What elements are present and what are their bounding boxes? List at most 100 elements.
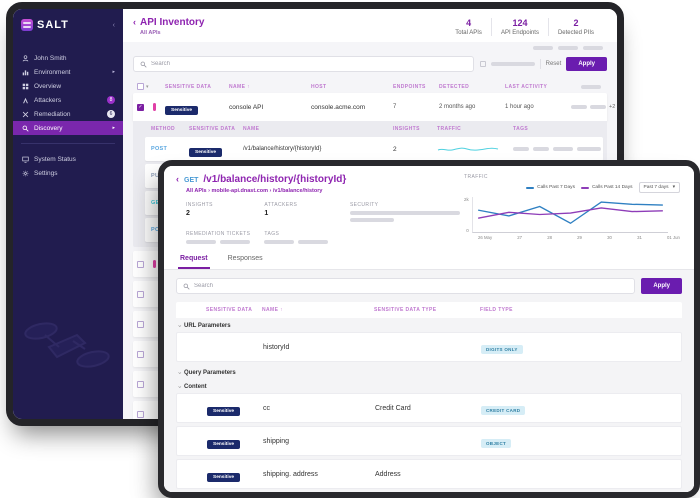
- sensitive-data-type: Credit Card: [375, 404, 411, 412]
- fields-table: SENSITIVE DATA NAME ↑ SENSITIVE DATA TYP…: [176, 302, 682, 492]
- meta-value: 1: [264, 210, 269, 217]
- sidebar-item-remediation[interactable]: Remediation 6: [13, 107, 123, 121]
- sidebar-item-label: John Smith: [34, 54, 67, 62]
- sidebar-item-user[interactable]: John Smith: [13, 51, 123, 65]
- section-url-parameters[interactable]: › URL Parameters: [176, 318, 682, 332]
- http-method: GET: [184, 177, 199, 184]
- field-row[interactable]: Sensitive cc Credit Card CREDIT CARD: [176, 393, 682, 423]
- x-tick: 30: [607, 235, 612, 240]
- sensitive-badge: Sensitive: [207, 407, 241, 416]
- filter-checkbox[interactable]: [479, 61, 486, 67]
- col-tags: TAGS: [513, 126, 529, 132]
- breadcrumb[interactable]: All APIs › mobile-api.dnast.com › /v1/ba…: [186, 188, 323, 194]
- remediation-count-badge: 6: [107, 110, 115, 118]
- chevron-down-icon[interactable]: ▾: [146, 83, 149, 90]
- stat-value: 2: [573, 17, 579, 28]
- search-box: [176, 278, 636, 294]
- col-endpoints: ENDPOINTS: [393, 83, 426, 90]
- chart-plot: 2k 0: [464, 197, 680, 233]
- field-row[interactable]: Sensitive shipping. address Address: [176, 459, 682, 489]
- meta-attackers: ATTACKERS 1: [264, 202, 350, 222]
- legend-past-7-days: Calls Past 7 Days: [526, 185, 575, 190]
- endpoint-path[interactable]: /v1/balance/history/{historyId}: [243, 146, 322, 152]
- traffic-chart: TRAFFIC Calls Past 7 Days Calls Past 14 …: [464, 174, 682, 244]
- col-sensitive-data: SENSITIVE DATA: [165, 83, 212, 90]
- section-content[interactable]: › Content: [176, 379, 682, 393]
- tab-request[interactable]: Request: [178, 250, 210, 269]
- sidebar-item-discovery[interactable]: Discovery ▸: [13, 121, 123, 135]
- col-name[interactable]: NAME ↑: [229, 83, 251, 90]
- search-input[interactable]: [151, 61, 467, 67]
- row-checkbox[interactable]: [137, 380, 144, 388]
- api-name[interactable]: console API: [229, 103, 264, 111]
- row-checkbox[interactable]: ✓: [137, 103, 144, 111]
- field-row[interactable]: historyId DIGITS ONLY: [176, 332, 682, 362]
- search-input[interactable]: [194, 283, 629, 289]
- back-icon[interactable]: ‹: [133, 17, 136, 27]
- sidebar-item-label: Attackers: [34, 96, 62, 104]
- sidebar-item-attackers[interactable]: Attackers 8: [13, 93, 123, 107]
- field-type-badge: DIGITS ONLY: [481, 345, 523, 354]
- chevron-down-icon: ▾: [672, 185, 675, 190]
- chevron-right-icon: ▸: [112, 125, 115, 131]
- row-checkbox[interactable]: [137, 290, 144, 298]
- grid-icon: [21, 83, 29, 90]
- detail-toolbar: Apply: [176, 278, 682, 294]
- col-detected: DETECTED: [439, 83, 470, 90]
- apply-button[interactable]: Apply: [641, 278, 682, 294]
- y-tick: 0: [466, 228, 469, 233]
- stat-detected-piis: 2 Detected PIIs: [547, 17, 603, 36]
- sidebar-item-system-status[interactable]: System Status: [13, 152, 123, 166]
- select-all-checkbox[interactable]: [137, 83, 144, 90]
- sidebar-item-overview[interactable]: Overview: [13, 79, 123, 93]
- endpoint-row[interactable]: POST Sensitive /v1/balance/history/{hist…: [145, 137, 603, 161]
- api-host: console.acme.com: [311, 103, 366, 111]
- row-checkbox[interactable]: [137, 260, 144, 268]
- col-traffic: TRAFFIC: [437, 126, 462, 132]
- legend-label: Calls Past 14 Days: [591, 185, 633, 190]
- row-checkbox[interactable]: [137, 410, 144, 418]
- detail-tabs: Request Responses: [164, 250, 694, 270]
- back-icon[interactable]: ‹: [176, 174, 179, 184]
- sidebar: SALT ‹ John Smith Environment: [13, 9, 123, 419]
- endpoint-detail: ‹ GET /v1/balance/history/{historyId} Al…: [164, 166, 694, 492]
- api-last-activity: 1 hour ago: [505, 104, 534, 110]
- stat-value: 124: [512, 17, 528, 28]
- chevron-icon: ›: [176, 386, 182, 388]
- sensitive-badge: Sensitive: [165, 106, 199, 115]
- row-checkbox[interactable]: [137, 350, 144, 358]
- traffic-chart-lines: [471, 197, 668, 233]
- col-insights: INSIGHTS: [393, 126, 420, 132]
- tab-responses[interactable]: Responses: [227, 255, 263, 262]
- sidebar-item-settings[interactable]: Settings: [13, 166, 123, 180]
- sidebar-item-environment[interactable]: Environment ▸: [13, 65, 123, 79]
- col-name[interactable]: NAME ↑: [262, 307, 284, 313]
- reset-button[interactable]: Reset: [545, 61, 562, 67]
- method-label: POST: [151, 146, 168, 152]
- title-block: ‹ API Inventory All APIs: [133, 17, 204, 36]
- range-selector-dropdown[interactable]: Past 7 days ▾: [638, 182, 680, 193]
- section-label: Query Parameters: [184, 370, 236, 376]
- apply-button[interactable]: Apply: [566, 57, 607, 71]
- section-query-parameters[interactable]: › Query Parameters: [176, 365, 682, 379]
- placeholder-bar: [186, 240, 216, 244]
- api-detected: 2 months ago: [439, 104, 476, 110]
- detail-header: ‹ GET /v1/balance/history/{historyId} Al…: [164, 166, 694, 250]
- row-checkbox[interactable]: [137, 320, 144, 328]
- detail-body: Apply SENSITIVE DATA NAME ↑ SENSITIVE DA…: [164, 270, 694, 492]
- chevron-icon: ›: [176, 325, 182, 327]
- chevron-right-icon: ▸: [112, 69, 115, 75]
- meta-label: SECURITY: [349, 202, 379, 208]
- sidebar-collapse-icon[interactable]: ‹: [112, 21, 115, 29]
- api-row-console[interactable]: ✓ Sensitive console API console.acme.com…: [133, 93, 615, 121]
- sidebar-item-label: Settings: [34, 169, 58, 177]
- monitor-icon: [21, 156, 29, 163]
- col-host: HOST: [311, 83, 327, 90]
- remediation-icon: [21, 111, 29, 118]
- col-name: NAME: [243, 126, 260, 132]
- page-title: API Inventory: [140, 17, 205, 28]
- traffic-sparkline: [437, 140, 513, 158]
- field-row[interactable]: Sensitive shipping OBJECT: [176, 426, 682, 456]
- tags-more[interactable]: +2: [609, 104, 616, 110]
